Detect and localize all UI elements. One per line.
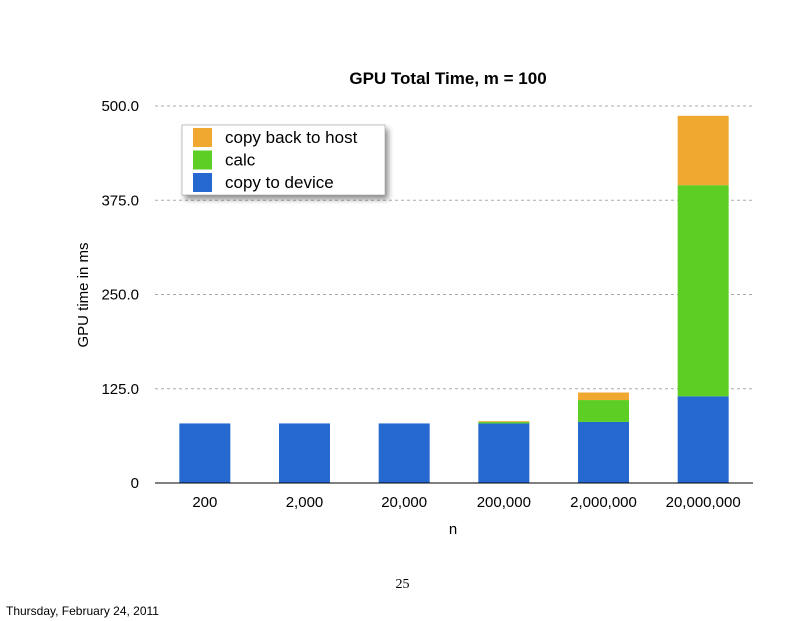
legend-box [181, 124, 386, 196]
bar-segment [478, 421, 530, 422]
footer-date: Thursday, February 24, 2011 [6, 604, 159, 618]
chart-title: GPU Total Time, m = 100 [349, 69, 546, 88]
bar-segment [279, 423, 330, 483]
gridlines [155, 105, 753, 390]
legend-label: calc [225, 151, 256, 170]
x-tick-label: 200 [192, 494, 217, 511]
y-tick-label: 0 [131, 475, 139, 492]
legend: copy back to host calc copy to device [181, 124, 386, 196]
legend-swatch [193, 128, 212, 147]
bar-segment [677, 396, 729, 483]
x-tick-label: 200,000 [477, 494, 531, 511]
x-tick-label: 20,000 [381, 494, 427, 511]
x-tick-label: 2,000 [286, 494, 324, 511]
legend-swatch [193, 150, 212, 170]
y-tick-label: 125.0 [101, 381, 139, 398]
bar-segment [677, 115, 729, 186]
x-tick-label: 2,000,000 [570, 494, 637, 511]
bars [179, 115, 729, 483]
bar-segment [677, 185, 729, 397]
bar-segment [578, 400, 629, 422]
x-tick-label: 20,000,000 [666, 494, 741, 511]
y-tick-label: 500.0 [101, 98, 139, 115]
y-tick-label: 250.0 [101, 287, 139, 304]
page-number: 25 [395, 577, 410, 592]
legend-swatch [193, 173, 212, 192]
bar-segment [578, 421, 629, 483]
bar-segment [179, 423, 231, 483]
bar-segment [478, 423, 530, 483]
legend-label: copy to device [225, 173, 334, 192]
bar-segment [378, 423, 430, 483]
x-axis-label: n [449, 521, 457, 538]
y-tick-labels: 0 125.0 250.0 375.0 500.0 [101, 98, 139, 492]
y-axis-label: GPU time in ms [75, 242, 92, 347]
chart: GPU Total Time, m = 100 0 125.0 250.0 375.0… [75, 69, 753, 538]
bar-segment [578, 392, 629, 401]
y-tick-label: 375.0 [101, 192, 139, 209]
x-tick-labels: 200 2,000 20,000 200,000 2,000,000 20,000,000 [192, 494, 740, 511]
legend-label: copy back to host [225, 128, 358, 147]
bar-segment [478, 421, 530, 424]
